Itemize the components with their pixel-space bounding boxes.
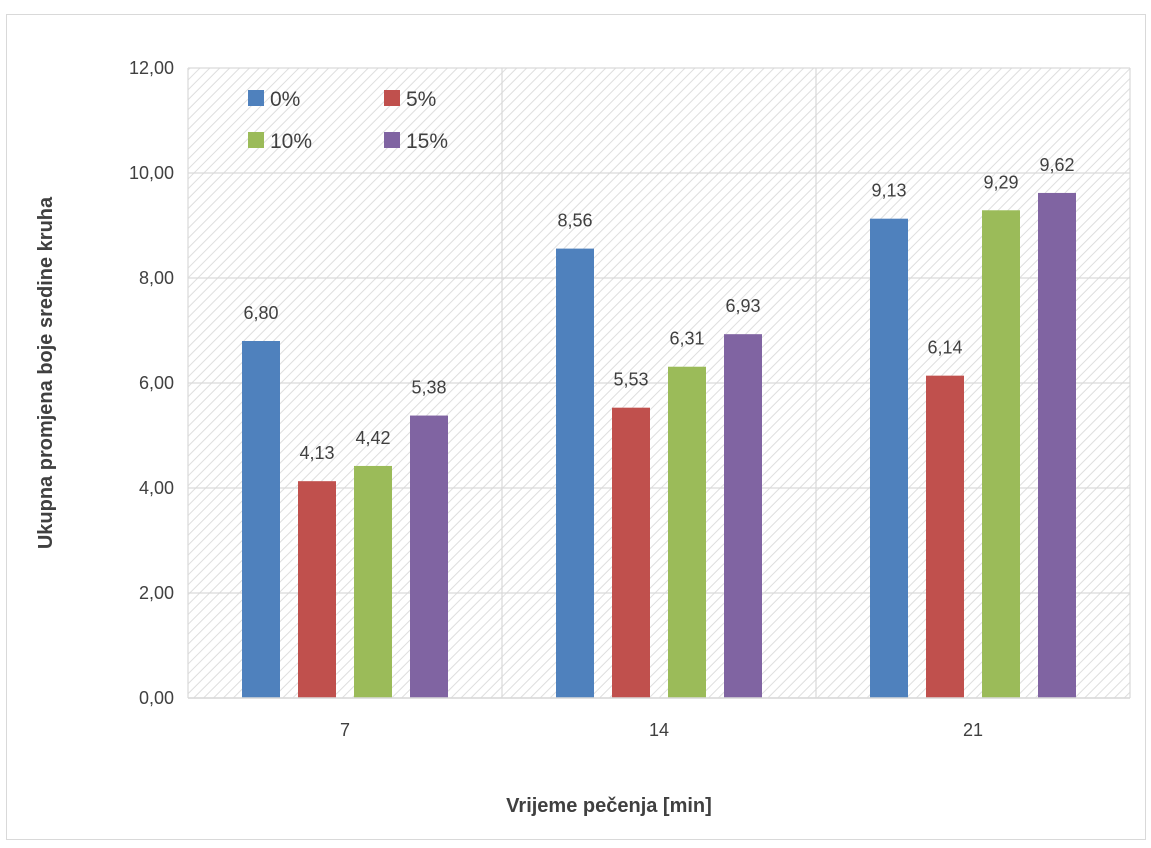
legend-swatch	[248, 90, 264, 106]
bar	[242, 341, 280, 698]
bar	[556, 248, 594, 698]
legend-swatch	[384, 132, 400, 148]
data-label: 9,29	[983, 172, 1018, 192]
y-tick-label: 4,00	[139, 478, 174, 498]
bar	[668, 366, 706, 698]
axes: 0,00 2,00 4,00 6,00 8,00 10,00 12,00 7 14 21	[129, 58, 1130, 740]
legend-label: 10%	[270, 130, 312, 153]
data-labels: 6,80 4,13 4,42 5,38 8,56 5,53 6,31 6,93 9,13 6,14…	[243, 155, 1074, 463]
x-tick-label: 14	[649, 720, 669, 740]
legend: 0% 5% 10% 15%	[248, 88, 448, 153]
y-tick-label: 0,00	[139, 688, 174, 708]
data-label: 4,42	[355, 428, 390, 448]
bar	[410, 415, 448, 698]
bar	[982, 210, 1020, 698]
legend-swatch	[248, 132, 264, 148]
data-label: 6,93	[725, 296, 760, 316]
bar	[926, 375, 964, 698]
legend-label: 5%	[406, 88, 436, 111]
y-tick-label: 6,00	[139, 373, 174, 393]
data-label: 6,31	[669, 329, 704, 349]
x-tick-label: 21	[963, 720, 983, 740]
bar	[354, 465, 392, 698]
bar	[1038, 192, 1076, 698]
data-label: 9,62	[1039, 155, 1074, 175]
y-axis-title: Ukupna promjena boje sredine kruha	[35, 196, 57, 549]
data-label: 5,38	[411, 378, 446, 398]
y-tick-label: 10,00	[129, 163, 174, 183]
y-tick-label: 12,00	[129, 58, 174, 78]
bar	[612, 407, 650, 698]
gridlines	[187, 67, 1131, 699]
data-label: 5,53	[613, 370, 648, 390]
data-label: 4,13	[299, 443, 334, 463]
data-label: 6,80	[243, 303, 278, 323]
x-axis-title: Vrijeme pečenja [min]	[506, 795, 712, 817]
x-tick-label: 7	[340, 720, 350, 740]
bar	[724, 334, 762, 698]
y-tick-label: 2,00	[139, 583, 174, 603]
data-label: 8,56	[557, 211, 592, 231]
legend-label: 15%	[406, 130, 448, 153]
legend-swatch	[384, 90, 400, 106]
bar	[870, 218, 908, 699]
data-label: 6,14	[927, 338, 962, 358]
data-label: 9,13	[871, 181, 906, 201]
bars	[242, 192, 1076, 699]
bar	[298, 481, 336, 698]
y-tick-label: 8,00	[139, 268, 174, 288]
legend-label: 0%	[270, 88, 300, 111]
